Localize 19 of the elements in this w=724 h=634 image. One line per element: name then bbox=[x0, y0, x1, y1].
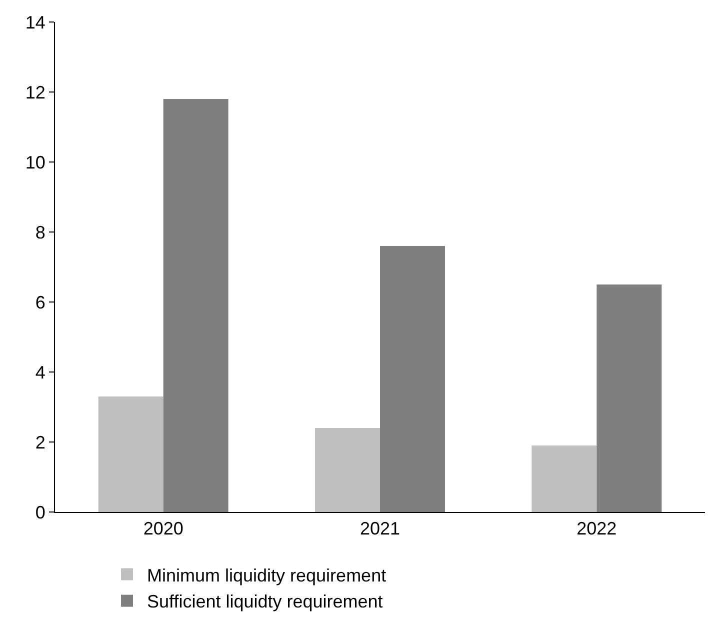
y-tick-label: 6 bbox=[35, 292, 46, 312]
bar bbox=[596, 284, 662, 512]
bar bbox=[532, 446, 597, 512]
x-tick-label: 2020 bbox=[143, 518, 184, 539]
legend-label: Minimum liquidity requirement bbox=[147, 565, 386, 586]
y-tick-label: 14 bbox=[25, 12, 46, 32]
bar bbox=[315, 428, 380, 512]
bar bbox=[98, 396, 164, 512]
bar bbox=[380, 246, 445, 512]
y-tick-label: 10 bbox=[25, 152, 46, 172]
y-tick-label: 12 bbox=[25, 82, 46, 102]
bar bbox=[163, 99, 228, 512]
x-tick-label: 2022 bbox=[576, 518, 617, 539]
y-tick-label: 4 bbox=[35, 362, 46, 382]
y-tick-label: 2 bbox=[35, 432, 46, 452]
y-tick-label: 0 bbox=[35, 502, 46, 522]
legend-label: Sufficient liquidty requirement bbox=[147, 592, 383, 612]
x-tick-label: 2021 bbox=[360, 518, 400, 539]
y-tick-label: 8 bbox=[35, 222, 46, 242]
